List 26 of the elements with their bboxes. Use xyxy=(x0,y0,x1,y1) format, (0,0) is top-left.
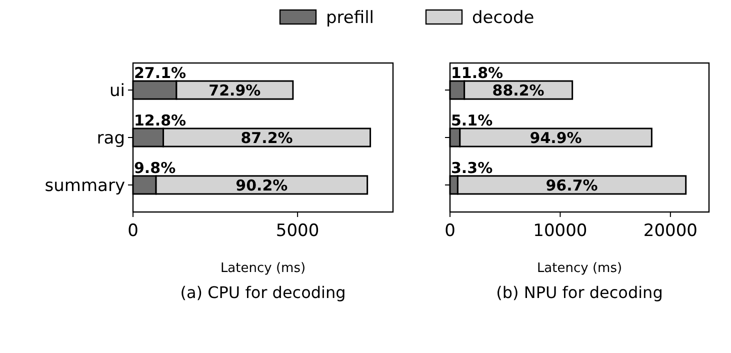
y-tick-label: rag xyxy=(96,128,125,148)
y-tick-label: summary xyxy=(44,176,125,196)
annotation: 9.8% xyxy=(134,158,176,177)
annotation: 5.1% xyxy=(451,111,493,130)
text: (b) NPU for decoding xyxy=(496,283,663,302)
legend-label: prefill xyxy=(326,8,374,28)
annotation: 87.2% xyxy=(240,129,293,147)
x-tick-label: 0 xyxy=(128,221,138,241)
x-tick-label: 0 xyxy=(444,221,456,241)
text: (a) CPU for decoding xyxy=(180,283,346,302)
annotation: 3.3% xyxy=(451,158,493,177)
y-tick-label: ui xyxy=(110,81,125,102)
annotation: 96.7% xyxy=(546,176,598,194)
annotation: 94.9% xyxy=(530,129,582,147)
annotation: 88.2% xyxy=(492,82,544,100)
legend-label: decode xyxy=(472,8,534,28)
x-tick-label: 20000 xyxy=(643,221,698,241)
annotation: 11.8% xyxy=(451,64,504,82)
x-axis-title: Latency (ms) xyxy=(220,261,306,276)
x-tick-label: 10000 xyxy=(533,221,588,241)
annotation: 90.2% xyxy=(236,176,288,194)
x-tick-label: 5000 xyxy=(276,221,320,241)
annotation: 12.8% xyxy=(134,111,186,130)
annotation: 27.1% xyxy=(134,64,186,82)
x-axis-title: Latency (ms) xyxy=(536,261,622,276)
annotation: 72.9% xyxy=(208,82,261,100)
